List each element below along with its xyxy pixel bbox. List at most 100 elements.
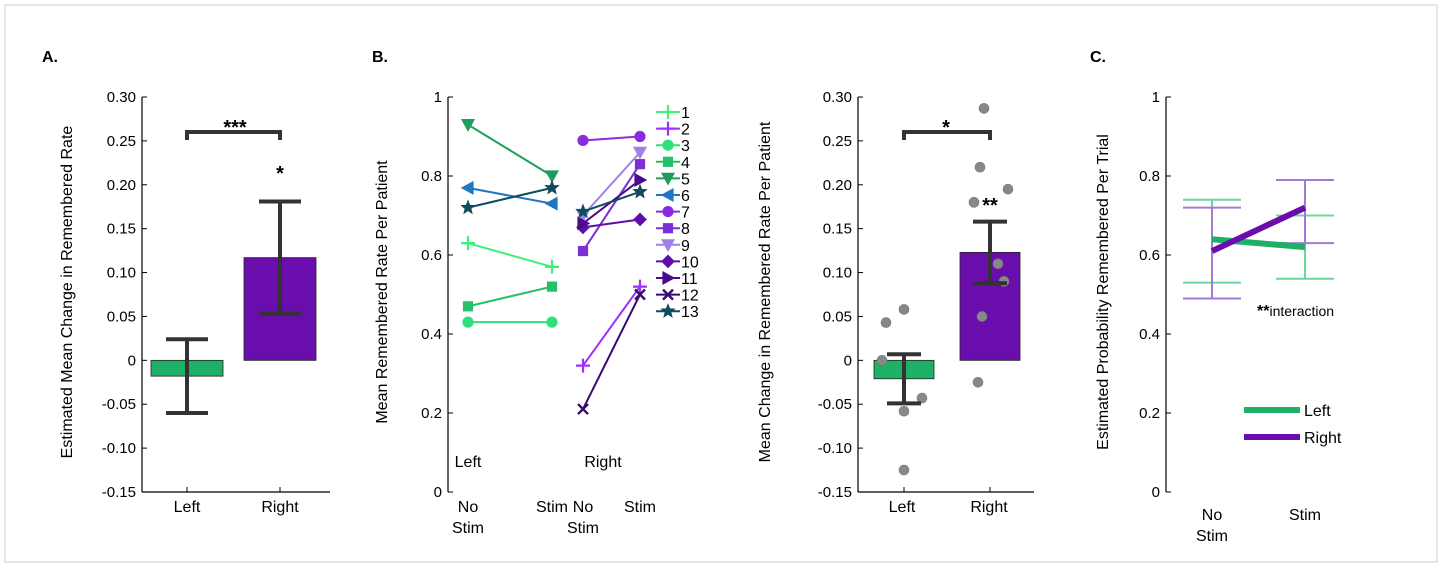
panel-b-patient-12-marker-nostim [577, 403, 589, 415]
panel-b-legend-label-13: 13 [681, 304, 699, 321]
figure-border [4, 4, 1438, 563]
panel-b-patient-10-marker-stim [633, 212, 647, 227]
panel-c-xcat-1-line1: Stim [1289, 507, 1321, 524]
panel-c-right-legend-label: Right [1304, 430, 1342, 447]
panel-b-xcat-2-line2: Stim [567, 520, 599, 537]
panel-b-patient-13-marker-nostim-left [460, 199, 476, 215]
panel-b2-yaxis-tick-label: -0.10 [818, 440, 852, 457]
panel-b2-yaxis-tick-label: 0.25 [823, 133, 852, 150]
panel-b2-patient-dot [898, 304, 910, 315]
panel-b-xcat-0-line2: Stim [452, 520, 484, 537]
panel-c-interaction-stars: ** [1257, 303, 1270, 320]
panel-b-patient-8-marker-stim [634, 159, 646, 170]
panel-b-patient-7-line [582, 135, 641, 142]
panel-b2-yaxis-tick-label: 0 [844, 352, 852, 369]
panel-c-right-line [1210, 204, 1307, 254]
panel-b-legend-marker-8 [662, 223, 674, 234]
panel-b-patient-3-marker-stim [546, 316, 558, 328]
panel-b2-patient-dot [968, 197, 980, 208]
panel-b-patient-11-marker-stim [634, 172, 648, 187]
panel-b-yaxis-tick-label: 0.4 [421, 326, 442, 343]
panel-a-bracket-sig: *** [223, 117, 247, 139]
panel-c-xcat-0-line1: No [1202, 507, 1223, 524]
panel-b2-bar-sig: ** [982, 195, 998, 217]
panel-a-yaxis-tick-label: 0.20 [107, 177, 136, 194]
panel-b-legend-marker-9 [660, 239, 676, 253]
panel-b-patient-13-marker-nostim-right [575, 203, 591, 219]
panel-b2-yaxis-tick-label: 0.10 [823, 265, 852, 282]
panel-b-legend-label-8: 8 [681, 221, 690, 238]
panel-b2-patient-dot [916, 392, 928, 404]
panel-b2-patient-dot [898, 464, 910, 476]
panel-b-legend-label-6: 6 [681, 188, 690, 205]
panel-b2-yaxis-tick-label: 0.20 [823, 177, 852, 194]
panel-b-patient-13-line-right [582, 190, 641, 213]
panel-a-yaxis-tick-label: -0.05 [102, 396, 136, 413]
panel-b-patient-6-marker-stim [544, 196, 558, 211]
panel-b-legend-marker-7 [662, 206, 674, 218]
panel-b-patient-5-marker-nostim [460, 119, 476, 132]
panel-c-yaxis-tick-label: 0.4 [1139, 326, 1160, 343]
panel-b-patient-2-line [582, 286, 641, 367]
panel-b2-yaxis-tick-label: 0.30 [823, 89, 852, 106]
panel-b2-yaxis-tick-label: 0.15 [823, 221, 852, 238]
panel-b2-patient-dot [972, 376, 984, 388]
panel-b-patient-6-marker-nostim [460, 180, 474, 195]
panel-b-legend-marker-4 [662, 156, 674, 167]
panel-b2-patient-dot [880, 317, 892, 328]
panel-b-legend-marker-1 [661, 105, 675, 119]
panel-b-legend-marker-12 [662, 288, 674, 301]
panel-b-legend-label-1: 1 [681, 105, 690, 122]
panel-c-yaxis-tick-label: 0.2 [1139, 405, 1160, 422]
panel-b-patient-4-marker-nostim [462, 301, 474, 312]
panel-b-group-left: Left [455, 454, 482, 471]
panel-b2-patient-dot [898, 405, 910, 417]
panel-c-yaxis-tick-label: 0.8 [1139, 168, 1160, 185]
plot-layer: -0.15-0.10-0.0500.050.100.150.200.250.30… [102, 89, 1342, 545]
panel-b-patient-1-marker-stim [545, 259, 559, 274]
panel-a-yaxis-tick-label: -0.15 [102, 484, 136, 501]
panel-b-patient-10-line [582, 218, 641, 229]
panel-b-legend-label-10: 10 [681, 254, 699, 271]
panel-c-yaxis-tick-label: 1 [1152, 89, 1160, 106]
panel-b-patient-11-marker-nostim [577, 216, 591, 231]
panel-b2-yaxis-tick-label: 0.05 [823, 308, 852, 325]
panel-b-ylabel: Mean Remembered Rate Per Patient [374, 160, 391, 424]
panel-b-group-right: Right [584, 454, 622, 471]
panel-b-patient-12-marker-stim [634, 288, 646, 301]
panel-a-yaxis-tick-label: 0.15 [107, 221, 136, 238]
panel-b-patient-4-line [467, 285, 553, 308]
panel-b-legend-marker-5 [660, 172, 676, 186]
panel-b-label: B. [372, 49, 388, 66]
panel-b-legend-marker-6 [660, 187, 674, 203]
panel-b-patient-2-marker-stim [633, 279, 647, 294]
panel-b2-patient-dot [978, 103, 990, 114]
panel-b-legend-label-9: 9 [681, 238, 690, 255]
panel-b-legend-marker-3 [662, 139, 674, 151]
panel-a-bracket [185, 130, 282, 140]
panel-b2-patient-dot [992, 258, 1004, 270]
panel-b2-yaxis-tick-label: -0.05 [818, 396, 852, 413]
panel-a-label: A. [42, 49, 58, 66]
panel-b-legend-label-2: 2 [681, 122, 690, 139]
panel-b-legend-marker-2 [661, 121, 675, 136]
panel-a-cat-left: Left [174, 499, 201, 516]
panel-b-patient-7-marker-stim [634, 130, 646, 143]
panel-c-yaxis-tick-label: 0 [1152, 484, 1160, 501]
panel-b2-patient-dot [1002, 183, 1014, 195]
panel-b-patient-13-marker-stim-right [632, 183, 648, 199]
panel-b-patient-8-marker-nostim [577, 245, 589, 257]
panel-b-legend-label-7: 7 [681, 205, 690, 222]
panel-b2-ylabel: Mean Change in Remembered Rate Per Patie… [757, 121, 774, 462]
panel-b2-patient-dot [976, 311, 988, 322]
panel-b-patient-3-marker-nostim [462, 316, 474, 328]
panel-b2-patient-dot [974, 161, 986, 173]
panel-c-ylabel: Estimated Probability Remembered Per Tri… [1095, 134, 1112, 450]
panel-a-yaxis-tick-label: 0.25 [107, 133, 136, 150]
panel-a-yaxis-tick-label: 0.05 [107, 308, 136, 325]
panel-b-patient-12-line [582, 294, 641, 410]
panel-a-yaxis-tick-label: -0.10 [102, 440, 136, 457]
panel-b-patient-1-line [467, 242, 553, 268]
